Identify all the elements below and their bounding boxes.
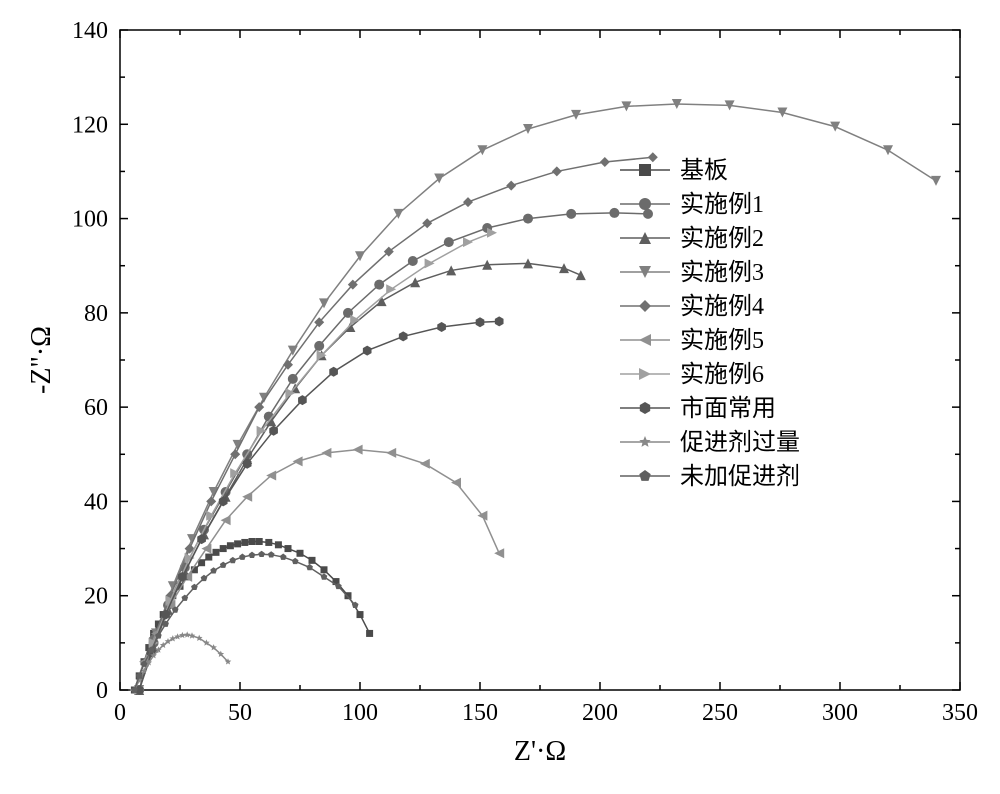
svg-text:Z'·Ω: Z'·Ω [514, 736, 566, 767]
svg-text:50: 50 [228, 700, 252, 726]
svg-text:200: 200 [582, 700, 618, 726]
svg-text:300: 300 [822, 700, 858, 726]
svg-text:140: 140 [72, 18, 108, 44]
svg-text:0: 0 [114, 700, 126, 726]
svg-text:实施例2: 实施例2 [680, 225, 764, 252]
svg-text:未加促进剂: 未加促进剂 [680, 463, 800, 490]
svg-text:基板: 基板 [680, 157, 728, 184]
svg-text:350: 350 [942, 700, 978, 726]
svg-text:实施例6: 实施例6 [680, 361, 764, 388]
svg-text:实施例5: 实施例5 [680, 327, 764, 354]
svg-text:80: 80 [84, 301, 108, 327]
svg-text:市面常用: 市面常用 [680, 395, 776, 422]
svg-text:0: 0 [96, 678, 108, 704]
svg-text:100: 100 [342, 700, 378, 726]
svg-text:促进剂过量: 促进剂过量 [680, 429, 800, 456]
nyquist-chart: 0 50 100 150 200 250 300 350 0 20 40 60 80 100 120 140 Z… [0, 0, 1000, 794]
svg-text:150: 150 [462, 700, 498, 726]
svg-text:120: 120 [72, 112, 108, 138]
svg-text:60: 60 [84, 395, 108, 421]
svg-text:100: 100 [72, 207, 108, 233]
svg-text:250: 250 [702, 700, 738, 726]
svg-text:实施例4: 实施例4 [680, 293, 764, 320]
svg-text:20: 20 [84, 584, 108, 610]
svg-text:-Z"·Ω: -Z"·Ω [26, 326, 57, 394]
svg-text:实施例1: 实施例1 [680, 191, 764, 218]
svg-text:40: 40 [84, 489, 108, 515]
svg-text:实施例3: 实施例3 [680, 259, 764, 286]
